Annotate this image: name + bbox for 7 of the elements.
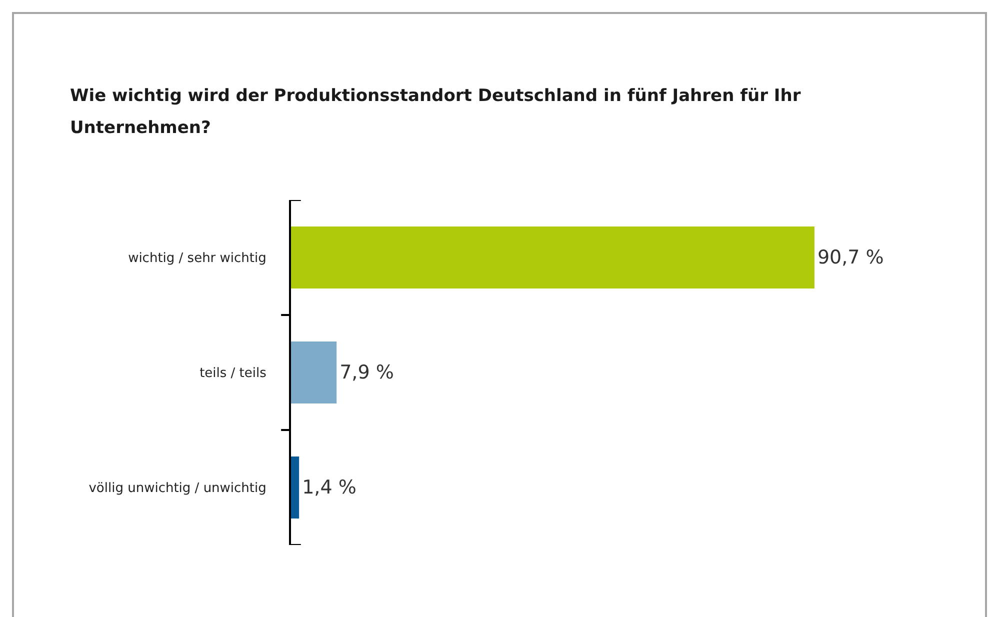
y-tick-label: völlig unwichtig / unwichtig [88,481,266,496]
data-label: 90,7 % [817,246,884,268]
y-tick-label: teils / teils [200,366,267,382]
data-label: 1,4 % [302,476,356,498]
y-tick-label: wichtig / sehr wichtig [128,251,266,266]
data-label: 7,9 % [340,362,394,384]
chart-title: Wie wichtig wird der Produktionsstandort Deutschland in fünf Jahren für Ihr Unternehmen? [70,85,802,140]
